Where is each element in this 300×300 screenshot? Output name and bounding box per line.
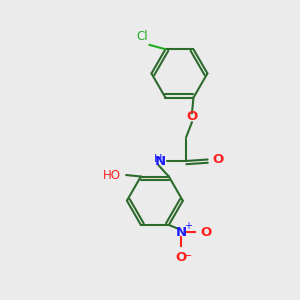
Text: O: O (186, 110, 198, 123)
Text: HO: HO (103, 169, 121, 182)
Text: Cl: Cl (136, 30, 148, 43)
Text: H: H (154, 154, 163, 164)
Text: O: O (176, 251, 187, 264)
Text: −: − (183, 251, 192, 261)
Text: O: O (213, 153, 224, 166)
Text: +: + (184, 221, 192, 231)
Text: O: O (200, 226, 211, 239)
Text: N: N (154, 155, 166, 168)
Text: N: N (176, 226, 187, 239)
